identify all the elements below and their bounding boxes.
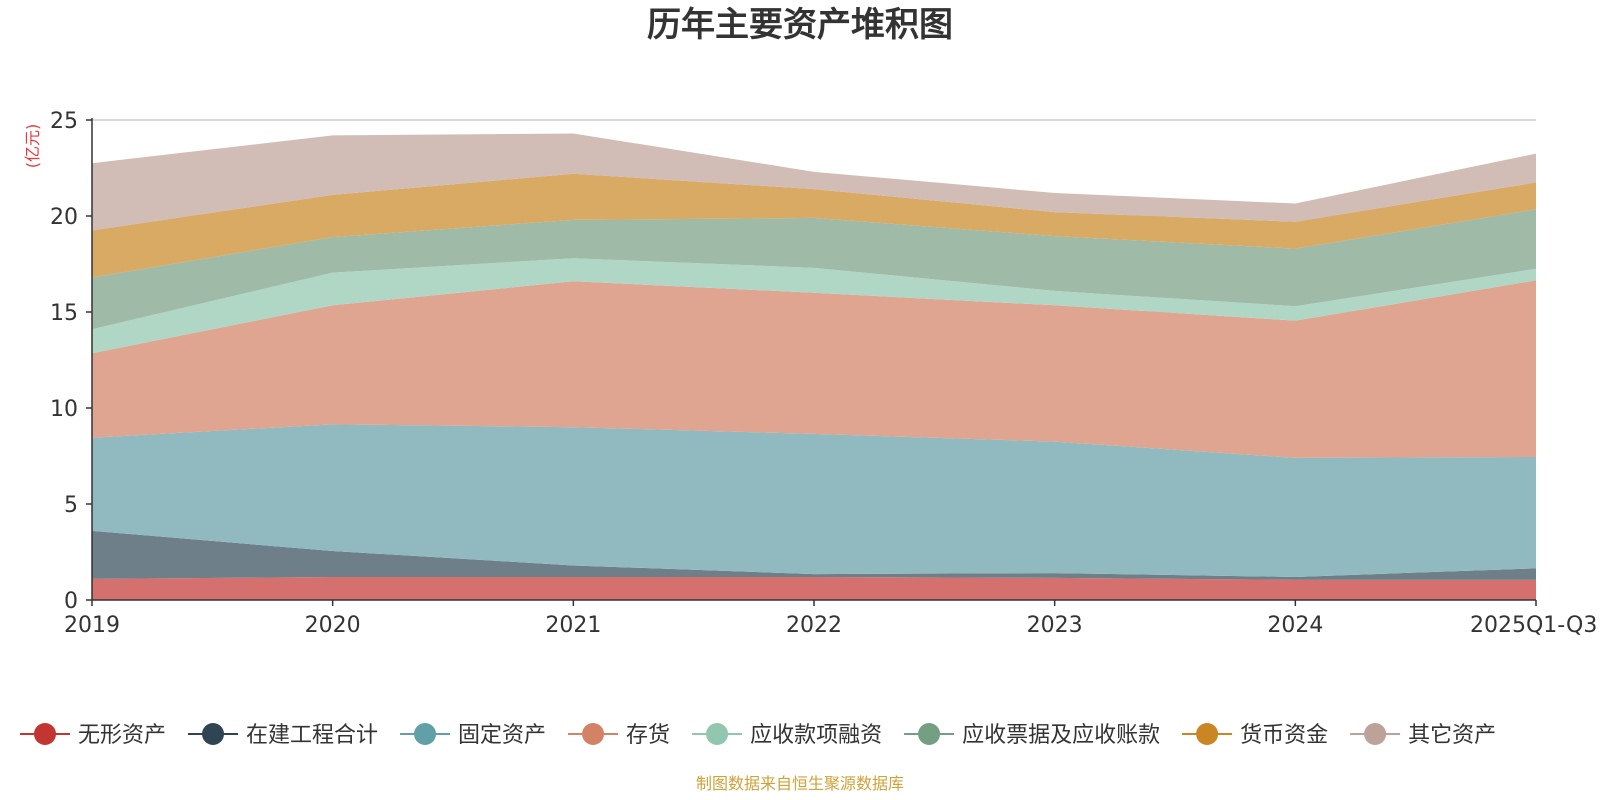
x-tick-label: 2019: [64, 613, 120, 638]
area-series-4: [92, 258, 1536, 354]
legend-label: 固定资产: [458, 723, 546, 748]
legend-label: 在建工程合计: [246, 723, 378, 748]
legend-label: 存货: [626, 723, 670, 748]
legend-marker: [918, 723, 941, 745]
legend-marker: [706, 723, 729, 745]
area-series-group: [92, 133, 1536, 600]
y-tick-label: 15: [50, 301, 78, 326]
source-note: 制图数据来自恒生聚源数据库: [696, 774, 904, 793]
legend-marker: [414, 723, 437, 745]
legend-item-5[interactable]: 应收票据及应收账款: [904, 723, 1160, 748]
legend-label: 应收款项融资: [750, 723, 882, 748]
area-series-6: [92, 173, 1536, 278]
area-series-0: [92, 576, 1536, 600]
y-axis-unit-label: (亿元): [23, 124, 42, 169]
area-series-5: [92, 209, 1536, 330]
x-tick-label: 2021: [545, 613, 601, 638]
legend-label: 货币资金: [1240, 723, 1328, 748]
y-tick-label: 5: [64, 493, 78, 518]
x-tick-label: 2020: [305, 613, 361, 638]
legend-item-6[interactable]: 货币资金: [1182, 723, 1328, 748]
legend-item-4[interactable]: 应收款项融资: [692, 723, 882, 748]
legend-marker: [34, 723, 56, 745]
area-series-7: [92, 133, 1536, 231]
legend-label: 应收票据及应收账款: [962, 723, 1160, 748]
legend-item-2[interactable]: 固定资产: [400, 723, 546, 748]
chart-title: 历年主要资产堆积图: [647, 5, 953, 45]
legend-item-1[interactable]: 在建工程合计: [188, 723, 378, 748]
x-tick-label: 2022: [786, 613, 842, 638]
y-tick-label: 0: [64, 589, 78, 614]
legend-item-0[interactable]: 无形资产: [20, 723, 166, 748]
axes: 0 5 10 15 20 25 2019 2020 2021 2022 2023 2024 2025Q1…: [50, 109, 1597, 638]
legend-marker: [582, 723, 605, 745]
area-series-3: [92, 280, 1536, 458]
area-series-2: [92, 424, 1536, 577]
legend: 无形资产 在建工程合计 固定资产 存货 应收款项融资 应收票据及应收账款 货币资金 其它资产: [20, 723, 1496, 748]
legend-marker: [1196, 723, 1219, 745]
y-tick-label: 25: [50, 109, 78, 134]
legend-marker: [202, 723, 225, 745]
x-tick-label: 2025Q1-Q3: [1470, 613, 1597, 638]
area-series-1: [92, 530, 1536, 580]
legend-item-3[interactable]: 存货: [568, 723, 670, 748]
x-tick-label: 2023: [1027, 613, 1083, 638]
x-tick-label: 2024: [1267, 613, 1323, 638]
legend-marker: [1364, 723, 1387, 745]
legend-item-7[interactable]: 其它资产: [1350, 723, 1496, 748]
legend-label: 其它资产: [1408, 723, 1496, 748]
y-tick-label: 10: [50, 397, 78, 422]
legend-label: 无形资产: [78, 723, 166, 748]
y-tick-label: 20: [50, 205, 78, 230]
